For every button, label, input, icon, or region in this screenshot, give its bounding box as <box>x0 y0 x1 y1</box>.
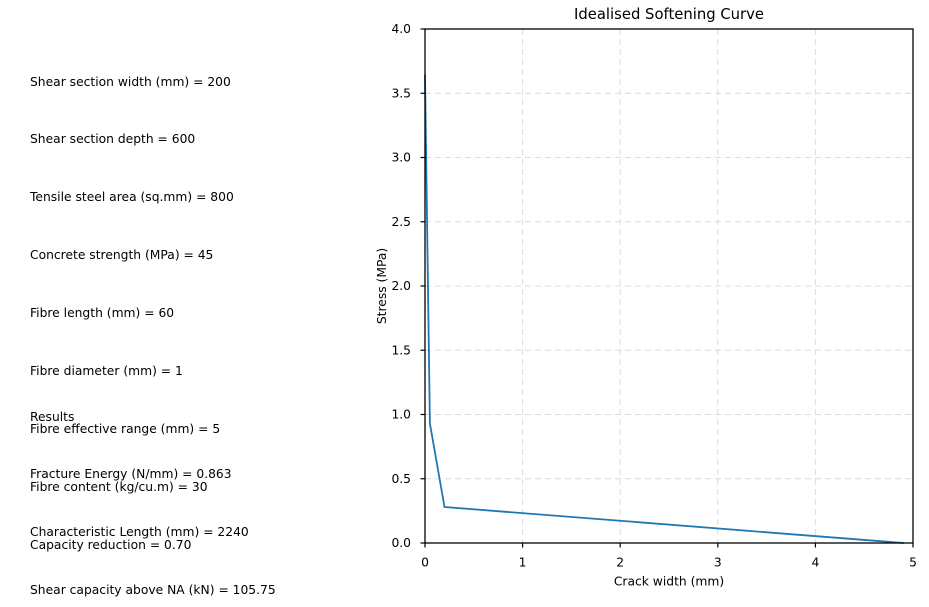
param-line-shear-width: Shear section width (mm) = 200 <box>30 74 231 89</box>
param-line-steel-area: Tensile steel area (sq.mm) = 800 <box>30 190 234 205</box>
result-line-fracture-energy: Fracture Energy (N/mm) = 0.863 <box>30 467 232 482</box>
param-line-fibre-range: Fibre effective range (mm) = 5 <box>30 421 221 436</box>
y-tick-label-2.0: 2.0 <box>391 279 411 293</box>
y-tick-label-3.0: 3.0 <box>391 151 411 165</box>
x-tick-label-0: 0 <box>421 556 429 570</box>
x-tick-label-2: 2 <box>616 556 624 570</box>
result-line-characteristic-length: Characteristic Length (mm) = 2240 <box>30 525 249 540</box>
y-tick-label-3.5: 3.5 <box>391 86 411 100</box>
y-tick-label-0.5: 0.5 <box>391 472 411 486</box>
results-heading: Results <box>30 409 75 424</box>
x-axis-label: Crack width (mm) <box>614 575 724 589</box>
y-tick-label-1.5: 1.5 <box>391 343 411 357</box>
input-parameters-block: Shear section width (mm) = 200 Shear sec… <box>30 34 234 594</box>
y-tick-label-1.0: 1.0 <box>391 408 411 422</box>
x-tick-label-1: 1 <box>519 556 527 570</box>
softening-curve-line <box>424 74 905 544</box>
param-line-fibre-content: Fibre content (kg/cu.m) = 30 <box>30 479 208 494</box>
y-tick-label-2.5: 2.5 <box>391 215 411 229</box>
x-tick-label-3: 3 <box>714 556 722 570</box>
result-line-shear-above-na: Shear capacity above NA (kN) = 105.75 <box>30 583 276 598</box>
param-line-fibre-length: Fibre length (mm) = 60 <box>30 306 175 321</box>
param-line-shear-depth: Shear section depth = 600 <box>30 132 196 147</box>
x-tick-label-5: 5 <box>909 556 917 570</box>
y-tick-label-4.0: 4.0 <box>391 22 411 36</box>
param-line-capacity-reduction: Capacity reduction = 0.70 <box>30 537 192 552</box>
x-tick-label-4: 4 <box>811 556 819 570</box>
tick-marks-layer <box>420 28 914 548</box>
curve-layer <box>424 74 905 544</box>
results-block: Results Fracture Energy (N/mm) = 0.863 C… <box>30 369 294 607</box>
y-tick-label-0.0: 0.0 <box>391 536 411 550</box>
y-axis-label: Stress (MPa) <box>375 248 389 324</box>
chart-title: Idealised Softening Curve <box>574 6 764 23</box>
grid-layer <box>424 28 914 544</box>
param-line-concrete-strength: Concrete strength (MPa) = 45 <box>30 248 214 263</box>
param-line-fibre-diameter: Fibre diameter (mm) = 1 <box>30 364 183 379</box>
